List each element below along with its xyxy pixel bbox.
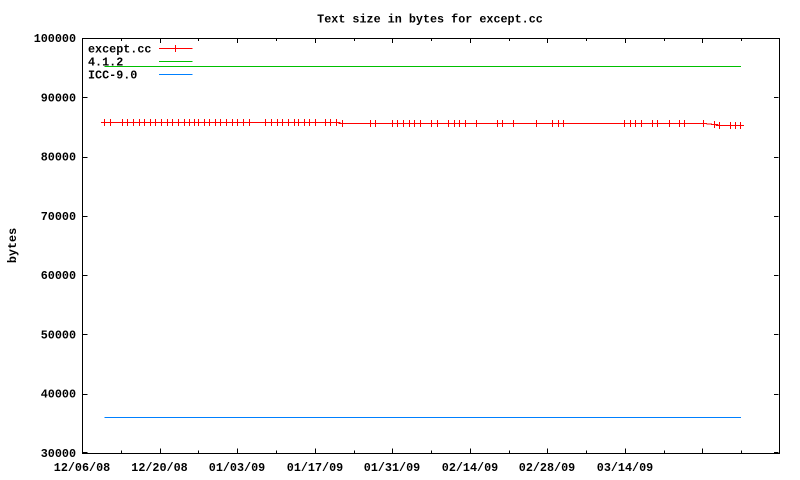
svg-text:bytes: bytes	[6, 228, 20, 263]
svg-text:90000: 90000	[41, 91, 76, 105]
svg-text:03/14/09: 03/14/09	[597, 461, 653, 475]
svg-text:80000: 80000	[41, 151, 76, 165]
svg-text:01/31/09: 01/31/09	[364, 461, 420, 475]
svg-text:12/20/08: 12/20/08	[131, 461, 187, 475]
svg-text:40000: 40000	[41, 388, 76, 402]
svg-text:4.1.2: 4.1.2	[88, 55, 123, 69]
svg-text:Text size in bytes for except.: Text size in bytes for except.cc	[317, 12, 543, 26]
svg-text:60000: 60000	[41, 269, 76, 283]
svg-text:12/06/08: 12/06/08	[54, 461, 110, 475]
svg-text:02/14/09: 02/14/09	[442, 461, 498, 475]
svg-text:01/17/09: 01/17/09	[287, 461, 343, 475]
svg-text:ICC-9.0: ICC-9.0	[88, 68, 137, 82]
svg-text:50000: 50000	[41, 328, 76, 342]
svg-text:except.cc: except.cc	[88, 42, 151, 56]
svg-text:70000: 70000	[41, 210, 76, 224]
svg-text:100000: 100000	[34, 32, 76, 46]
svg-text:30000: 30000	[41, 447, 76, 461]
svg-text:02/28/09: 02/28/09	[519, 461, 575, 475]
svg-text:01/03/09: 01/03/09	[209, 461, 265, 475]
